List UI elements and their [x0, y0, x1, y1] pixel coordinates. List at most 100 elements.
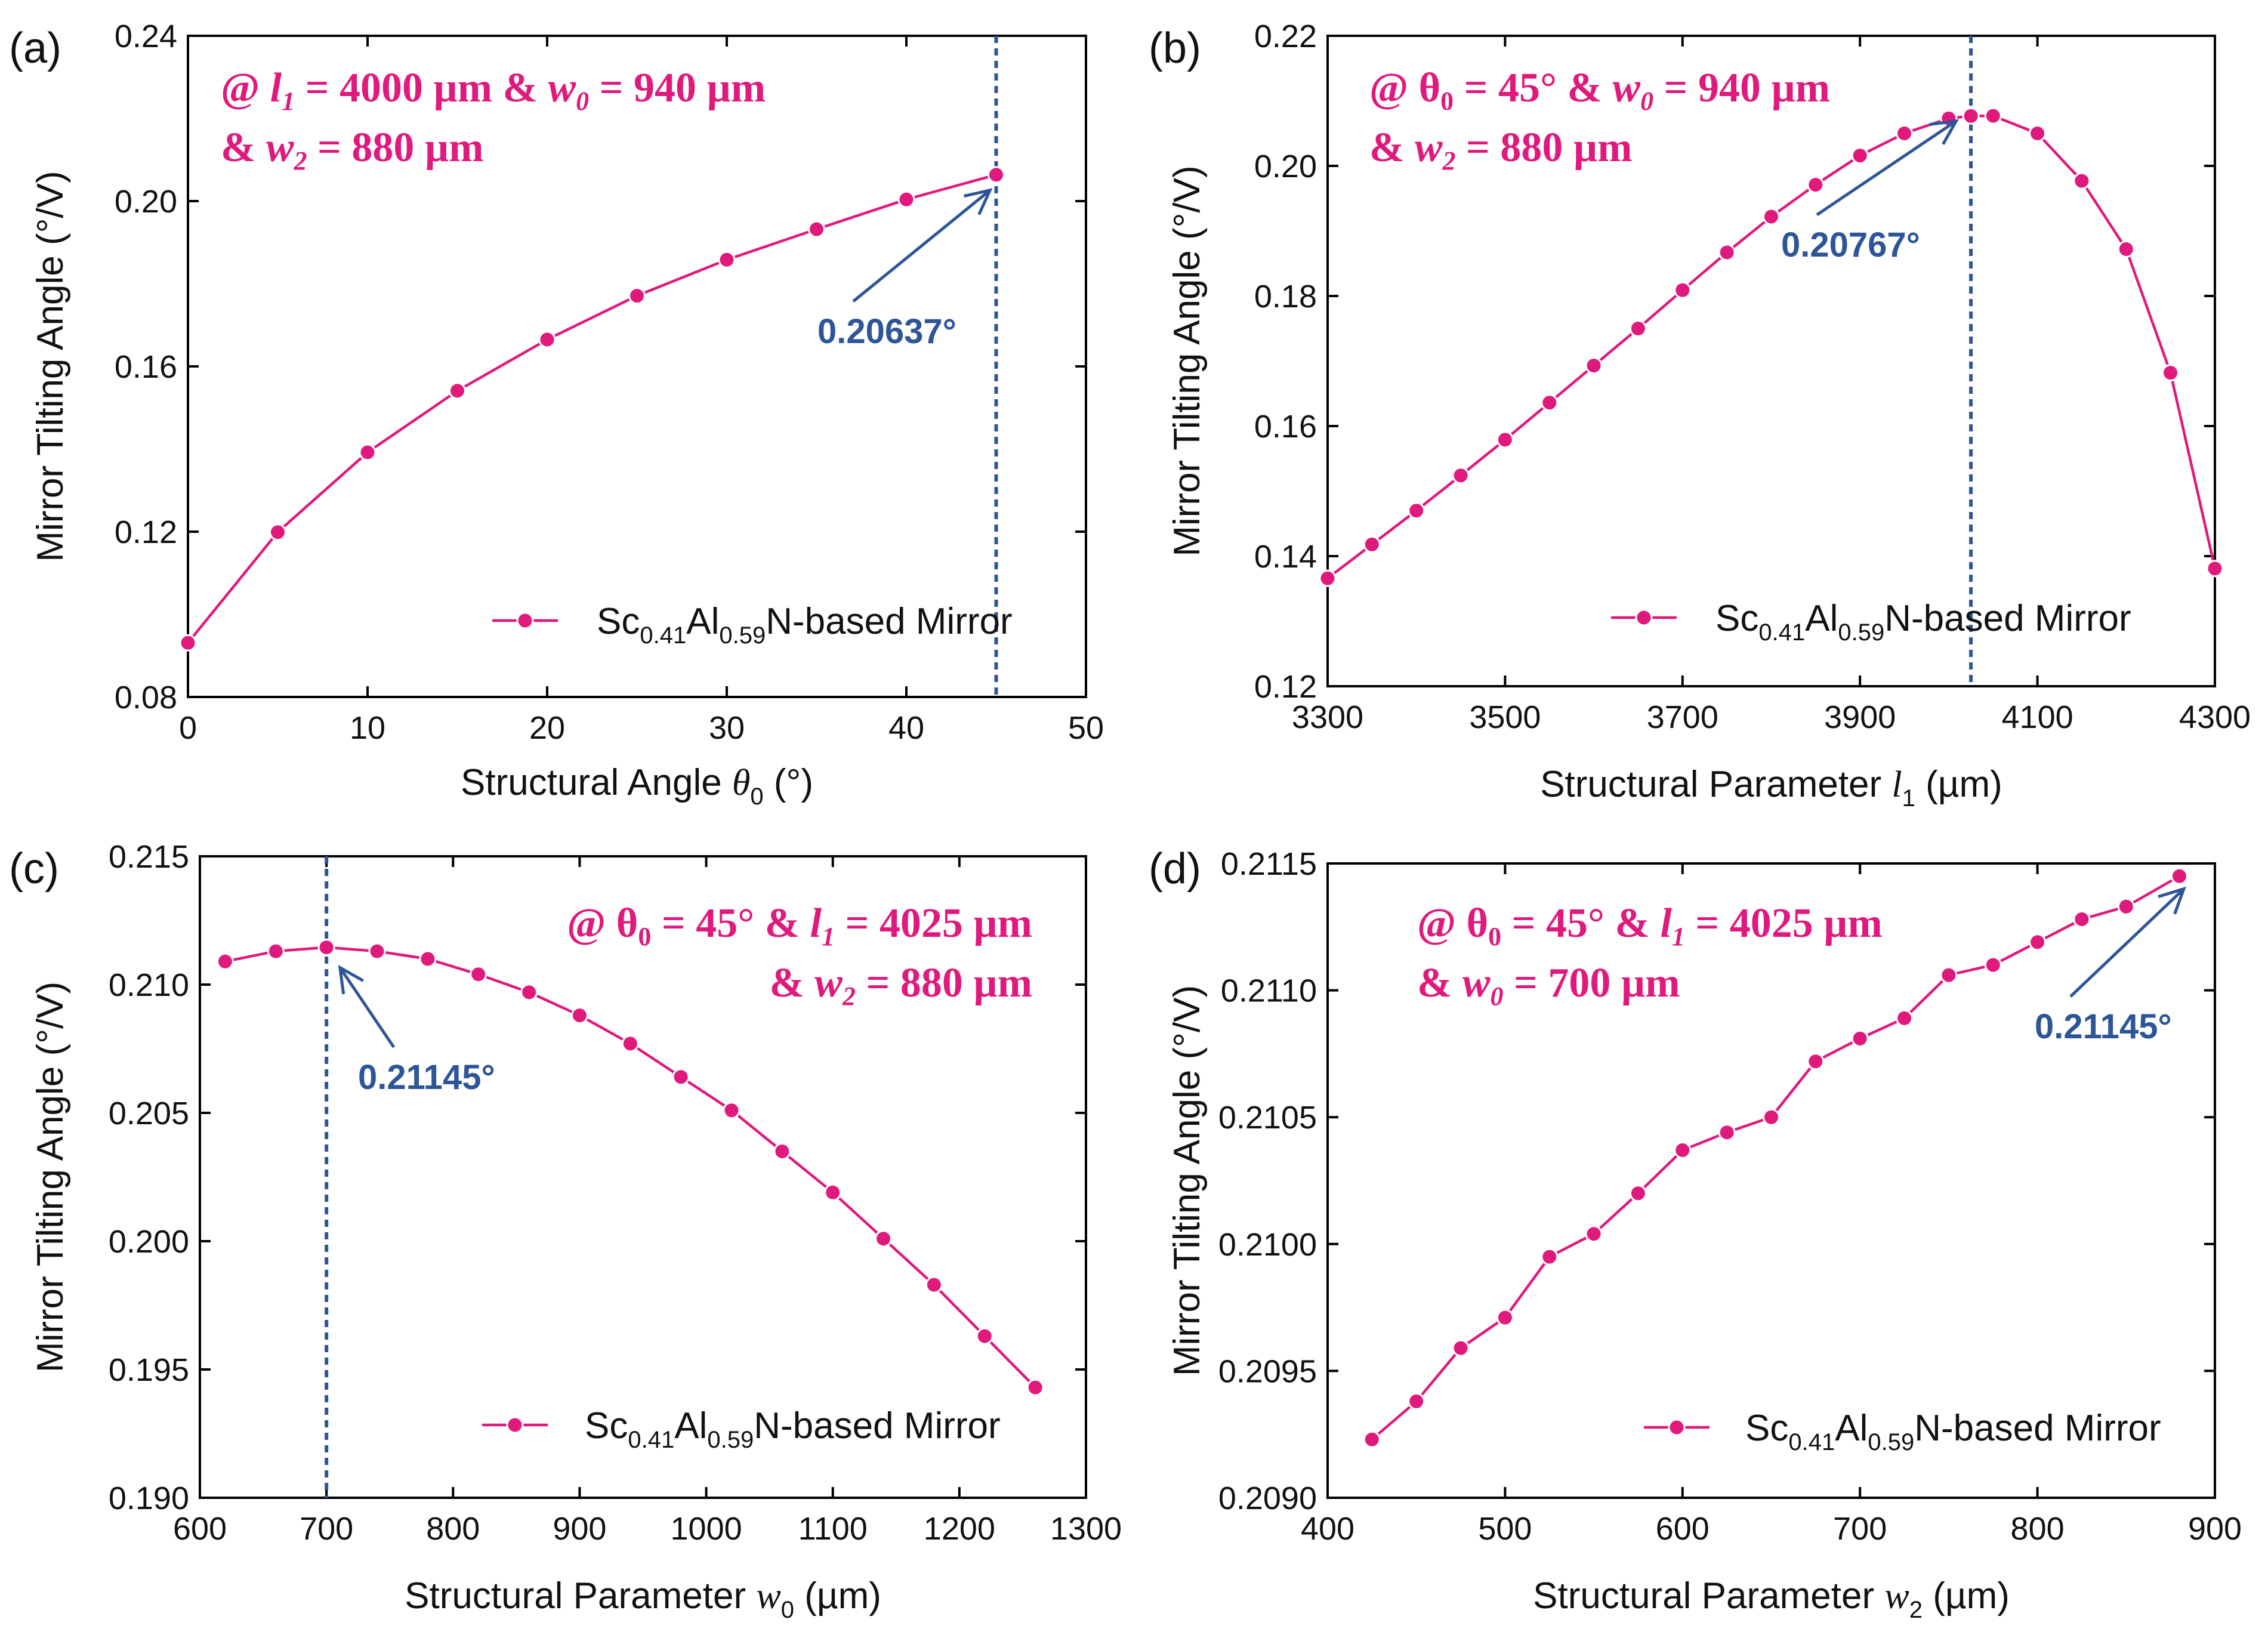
note-text: = 45° &: [1501, 900, 1660, 946]
y-tick-label: 0.2105: [1218, 1100, 1317, 1136]
series-line: [1371, 875, 2180, 1440]
annotation-arrowhead: [2158, 886, 2186, 915]
data-point: [2117, 897, 2135, 915]
plot-frame: [199, 855, 1087, 1499]
y-tick-label: 0.195: [109, 1352, 189, 1388]
x-axis-label-unit: (°): [764, 762, 813, 803]
data-point: [1718, 243, 1736, 261]
note-subscript: 1: [282, 87, 295, 116]
x-tick-label: 1000: [671, 1511, 742, 1547]
x-tick-label: 50: [1068, 710, 1104, 746]
data-point: [1962, 107, 1980, 125]
legend-marker: [516, 612, 534, 630]
data-point: [520, 983, 538, 1001]
x-axis-label-text: Structural Parameter: [1533, 1575, 1884, 1617]
legend-text: Al: [674, 1405, 707, 1446]
legend-label: Sc0.41Al0.59N-based Mirror: [585, 1405, 1001, 1453]
annotation-arrow: [1816, 119, 1957, 217]
note-text: = 940 µm: [1653, 65, 1830, 111]
data-point: [449, 382, 466, 400]
data-point: [470, 965, 487, 983]
annotation-value: 0.21145°: [358, 1058, 495, 1097]
x-tick-label: 600: [173, 1511, 227, 1547]
x-tick-label: 3500: [1469, 699, 1541, 735]
condition-note-line-1: @ θ0 = 45° & w0 = 940 µm: [1369, 65, 1830, 116]
panel-label: (b): [1149, 24, 1201, 72]
plot-frame: [1326, 862, 2216, 1499]
condition-note-line-1: @ θ0 = 45° & l1 = 4025 µm: [567, 900, 1032, 951]
chart-panel-4: (d) 400 500 600 700 800 900 0.2090 0.2095 0.2100 0…: [1149, 845, 2242, 1623]
data-point: [368, 942, 386, 960]
note-symbol: w: [1415, 125, 1443, 171]
data-point: [1585, 1225, 1603, 1243]
panel-label: (d): [1149, 845, 1201, 893]
data-point: [2206, 560, 2224, 578]
x-tick-label: 1200: [924, 1511, 995, 1547]
note-text: &: [221, 125, 266, 171]
x-axis-label-subscript: 0: [781, 1597, 794, 1623]
legend-label: Sc0.41Al0.59N-based Mirror: [597, 601, 1013, 649]
data-point: [1452, 467, 1470, 485]
data-point: [2073, 911, 2091, 928]
data-point: [179, 634, 197, 652]
data-point: [538, 331, 556, 348]
legend-subscript: 0.41: [628, 1427, 674, 1453]
data-point: [897, 190, 915, 208]
y-tick-label: 0.20: [1254, 149, 1317, 184]
legend-subscript: 0.41: [640, 622, 686, 649]
data-point: [672, 1068, 690, 1086]
x-tick-label: 700: [300, 1511, 353, 1547]
data-point: [718, 251, 736, 269]
data-point: [2029, 933, 2047, 951]
data-point: [1629, 320, 1647, 337]
note-text: = 4025 µm: [835, 900, 1032, 946]
x-axis-label-symbol: w: [756, 1576, 780, 1617]
data-point: [1807, 176, 1825, 194]
note-subscript: 0: [1488, 922, 1501, 951]
y-tick-label: 0.20: [115, 184, 177, 220]
x-axis-label-subscript: 1: [1902, 785, 1915, 812]
data-point: [628, 287, 646, 305]
data-point: [2171, 867, 2188, 885]
x-tick-label: 800: [426, 1511, 480, 1547]
note-text: @ θ: [1417, 900, 1488, 946]
note-text: = 940 µm: [589, 65, 766, 111]
data-point: [1319, 569, 1337, 587]
annotation-arrow: [338, 967, 396, 1048]
annotation-arrowhead: [338, 964, 365, 995]
note-subscript: 1: [822, 922, 835, 951]
note-symbol: w: [1612, 65, 1640, 111]
y-tick-label: 0.16: [115, 349, 177, 385]
x-axis-label: Structural Angle θ0 (°): [461, 762, 813, 810]
data-point: [1807, 1053, 1825, 1071]
legend-subscript: 0.41: [1758, 619, 1805, 646]
x-axis-label: Structural Parameter w0 (µm): [405, 1575, 881, 1623]
data-point: [976, 1327, 993, 1345]
note-text: &: [769, 960, 814, 1006]
legend-subscript: 0.59: [1868, 1429, 1914, 1455]
y-tick-label: 0.08: [115, 680, 177, 715]
x-axis-label-symbol: θ: [732, 763, 750, 803]
annotation-arrowhead: [963, 188, 993, 215]
annotation-value: 0.20767°: [1781, 226, 1920, 264]
legend-subscript: 0.41: [1788, 1429, 1835, 1455]
annotation-value: 0.21145°: [2035, 1007, 2172, 1046]
data-point: [216, 952, 234, 970]
y-tick-label: 0.190: [109, 1480, 189, 1516]
note-text: = 4000 µm &: [295, 65, 548, 111]
note-symbol: l: [270, 65, 282, 111]
x-axis-label-symbol: w: [1884, 1576, 1909, 1617]
data-point: [1851, 147, 1869, 165]
x-tick-label: 3300: [1292, 699, 1363, 735]
x-tick-label: 1300: [1050, 1511, 1122, 1547]
x-axis-label-unit: (µm): [794, 1575, 881, 1617]
legend-subscript: 0.59: [707, 1427, 754, 1453]
note-subscript: 2: [294, 146, 307, 175]
x-tick-label: 700: [1833, 1511, 1887, 1547]
note-text: = 880 µm: [1456, 125, 1633, 171]
series-line: [1326, 114, 2217, 579]
x-tick-label: 3700: [1647, 699, 1718, 735]
condition-note-line-1: @ θ0 = 45° & l1 = 4025 µm: [1417, 900, 1883, 951]
legend: Sc0.41Al0.59N-based Mirror: [1611, 598, 2131, 646]
